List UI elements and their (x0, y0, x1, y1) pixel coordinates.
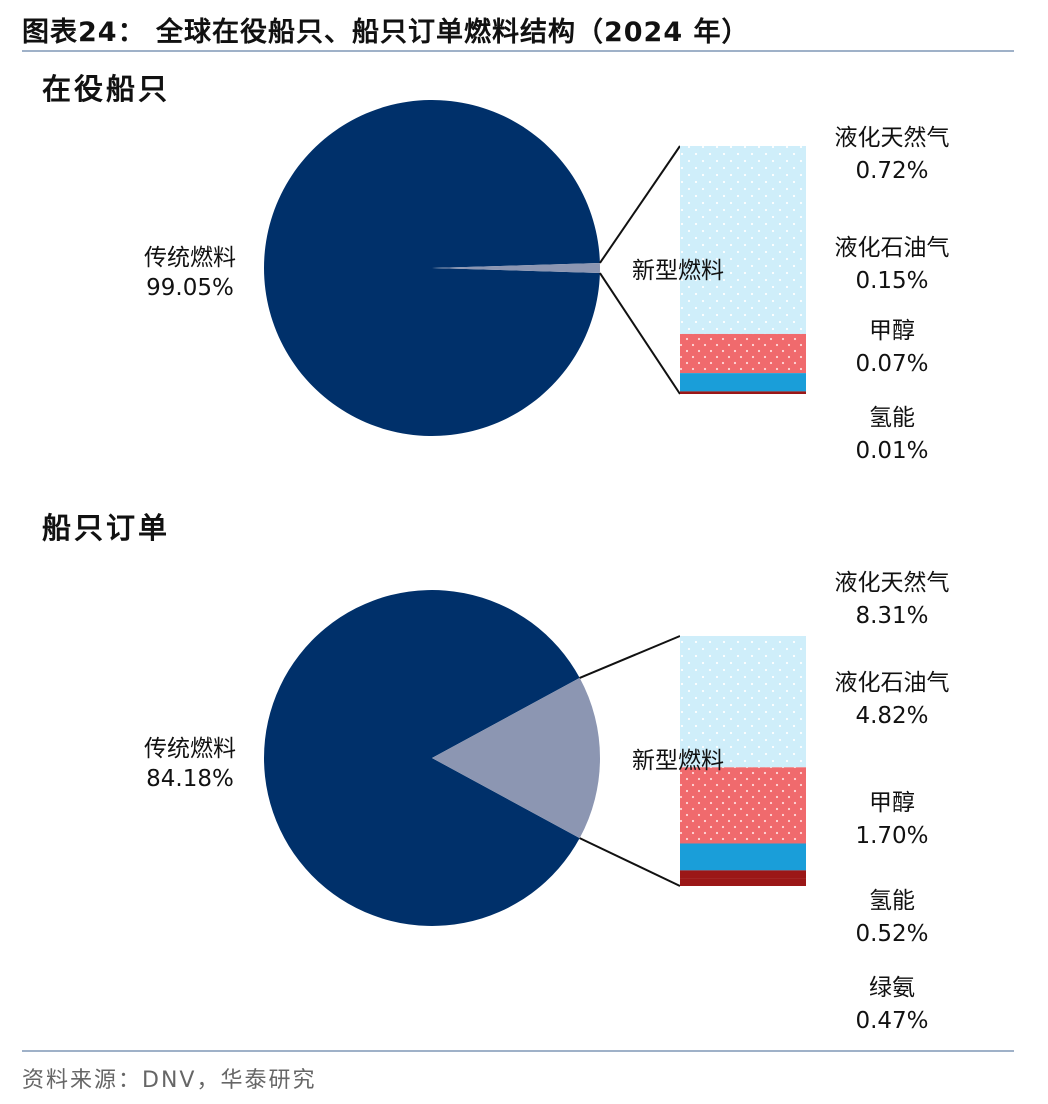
breakdown-segment (680, 843, 806, 871)
connector-line-top (599, 145, 681, 264)
section-title-in-service: 在役船只 (42, 72, 171, 106)
new-fuel-label: 新型燃料 (632, 258, 724, 284)
breakdown-label: 绿氨 (869, 975, 915, 1001)
traditional-fuel-label: 传统燃料 (144, 245, 236, 271)
breakdown-value: 0.72% (855, 158, 928, 184)
chart-orders: 传统燃料 84.18% 新型燃料 液化天然气 8.31% 液化石油气 4.82% 甲醇 1.70… (144, 570, 950, 1034)
breakdown-label: 液化天然气 (835, 570, 950, 596)
breakdown-value: 0.07% (855, 351, 928, 377)
breakdown-segment (680, 636, 806, 768)
breakdown-label: 氢能 (869, 888, 915, 914)
breakdown-segment (680, 767, 806, 844)
breakdown-value: 8.31% (855, 603, 928, 629)
breakdown-segment (680, 373, 806, 392)
breakdown-value: 1.70% (855, 823, 928, 849)
title-rule (22, 50, 1014, 52)
breakdown-value: 0.52% (855, 921, 928, 947)
pie-slice-new-fuel (432, 262, 600, 274)
breakdown-label: 氢能 (869, 405, 915, 431)
source-rule (22, 1050, 1014, 1052)
connector-line-bottom (599, 272, 681, 395)
connector-line-top (579, 635, 681, 679)
pie-slice-traditional (264, 590, 580, 926)
breakdown-label: 液化石油气 (835, 670, 950, 696)
breakdown-segment (680, 333, 806, 374)
breakdown-label: 液化天然气 (835, 125, 950, 151)
breakdown-value: 0.01% (855, 438, 928, 464)
breakdown-label: 液化石油气 (835, 235, 950, 261)
traditional-fuel-value: 99.05% (146, 275, 234, 301)
breakdown-value: 0.15% (855, 268, 928, 294)
breakdown-segment (680, 870, 806, 879)
breakdown-label: 甲醇 (869, 318, 915, 344)
breakdown-segment (680, 878, 806, 886)
connector-line-bottom (579, 837, 681, 887)
section-title-orders: 船只订单 (42, 511, 171, 545)
figure-title: 图表24： 全球在役船只、船只订单燃料结构（2024 年） (22, 17, 750, 48)
breakdown-segment (680, 391, 806, 394)
breakdown-label: 甲醇 (869, 790, 915, 816)
pie-slice-traditional (263, 100, 600, 437)
source-note: 资料来源：DNV，华泰研究 (22, 1068, 317, 1093)
chart-in-service: 传统燃料 99.05% 新型燃料 液化天然气 0.72% 液化石油气 0.15% 甲醇 0.07… (144, 100, 950, 464)
new-fuel-label: 新型燃料 (632, 748, 724, 774)
traditional-fuel-label: 传统燃料 (144, 736, 236, 762)
breakdown-value: 4.82% (855, 703, 928, 729)
pie-slice-new-fuel (432, 677, 600, 839)
traditional-fuel-value: 84.18% (146, 766, 234, 792)
breakdown-value: 0.47% (855, 1008, 928, 1034)
breakdown-segment (680, 146, 806, 334)
